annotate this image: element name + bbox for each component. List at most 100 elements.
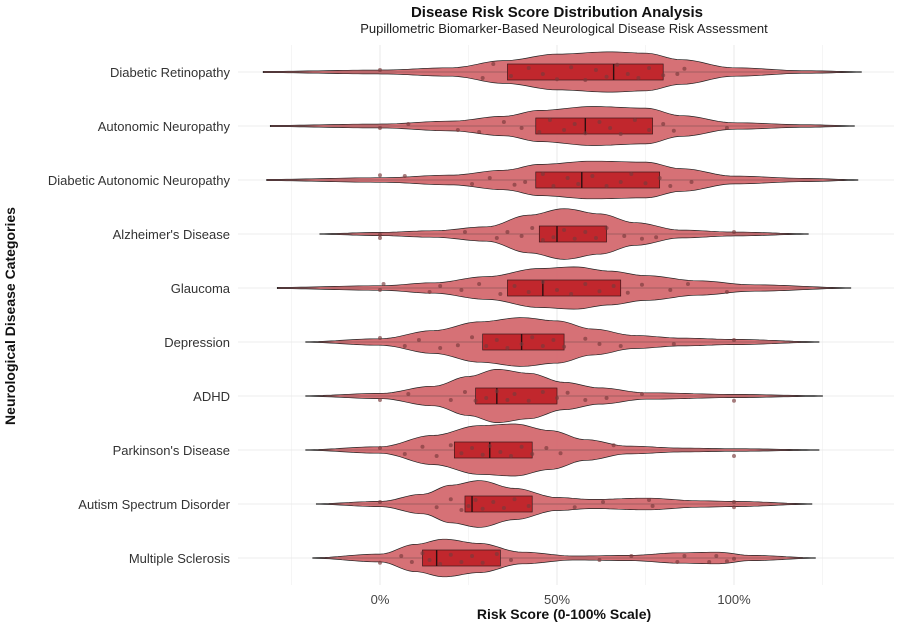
x-axis-title: Risk Score (0-100% Scale)	[477, 606, 651, 622]
data-point	[434, 505, 439, 510]
data-point	[593, 236, 598, 240]
data-point	[622, 234, 627, 238]
data-point	[724, 126, 729, 130]
data-point	[675, 560, 680, 564]
data-point	[540, 172, 545, 176]
data-point	[378, 336, 382, 340]
data-point	[406, 392, 411, 396]
violin-group	[312, 538, 816, 578]
data-point	[551, 338, 556, 342]
data-point	[558, 451, 563, 456]
data-point	[448, 497, 453, 502]
data-point	[671, 342, 676, 346]
data-point	[378, 236, 382, 240]
data-point	[604, 226, 609, 230]
data-point	[540, 280, 545, 284]
data-point	[540, 344, 545, 348]
data-point	[618, 344, 623, 348]
data-point	[519, 444, 524, 449]
violin-group	[319, 208, 809, 260]
data-point	[583, 398, 588, 402]
data-point	[562, 344, 567, 349]
category-label: Alzheimer's Disease	[113, 227, 230, 242]
data-point	[378, 173, 382, 178]
data-point	[409, 560, 414, 564]
violin-group	[266, 160, 859, 200]
data-point	[661, 73, 666, 78]
data-point	[583, 282, 588, 286]
box-iqr	[482, 333, 565, 351]
data-point	[583, 230, 588, 234]
data-point	[732, 398, 736, 403]
data-point	[611, 284, 616, 288]
data-point	[530, 452, 535, 456]
data-point	[724, 290, 729, 294]
data-point	[707, 560, 712, 564]
data-point	[434, 454, 439, 458]
data-point	[615, 62, 620, 67]
data-point	[448, 398, 453, 402]
data-point	[455, 128, 460, 132]
data-point	[494, 236, 499, 240]
data-point	[494, 338, 499, 342]
data-point	[604, 74, 609, 79]
data-point	[484, 396, 489, 400]
data-point	[427, 290, 432, 294]
x-tick-label: 50%	[544, 592, 570, 607]
data-point	[470, 446, 475, 450]
data-point	[477, 282, 482, 286]
data-point	[555, 288, 559, 292]
data-point	[583, 336, 588, 341]
data-point	[402, 344, 407, 348]
data-point	[526, 290, 531, 294]
data-point	[505, 230, 510, 234]
violins	[262, 51, 862, 578]
data-point	[470, 182, 475, 186]
data-point	[608, 126, 613, 130]
data-point	[519, 126, 524, 130]
data-point	[639, 392, 644, 396]
data-point	[540, 390, 545, 394]
data-point	[473, 498, 478, 502]
data-point	[732, 454, 736, 458]
data-point	[526, 398, 531, 403]
data-point	[420, 444, 425, 449]
data-point	[477, 130, 482, 134]
data-point	[551, 184, 556, 188]
data-point	[537, 130, 542, 134]
box-iqr	[453, 441, 533, 459]
data-point	[494, 389, 499, 394]
data-point	[601, 500, 606, 504]
x-tick-label: 100%	[717, 592, 751, 607]
data-point	[519, 342, 524, 346]
data-point	[547, 118, 552, 122]
data-point	[650, 504, 655, 508]
data-point	[657, 176, 662, 180]
data-point	[618, 180, 623, 184]
data-point	[597, 558, 602, 562]
data-point	[597, 120, 602, 124]
data-point	[470, 554, 475, 558]
data-point	[438, 284, 443, 288]
data-point	[508, 74, 513, 78]
data-point	[462, 230, 467, 234]
data-point	[512, 284, 517, 288]
data-point	[611, 443, 616, 448]
data-point	[583, 78, 588, 82]
y-axis-title: Neurological Disease Categories	[2, 207, 18, 425]
data-point	[551, 235, 556, 240]
data-point	[732, 505, 736, 510]
data-point	[512, 182, 517, 187]
data-point	[668, 184, 673, 188]
x-axis-ticks: 0% 50% 100%	[371, 592, 751, 607]
data-point	[378, 446, 382, 450]
data-point	[572, 236, 577, 241]
data-point	[629, 172, 634, 176]
y-axis-categories: Diabetic Retinopathy Autonomic Neuropathy…	[48, 65, 231, 566]
data-point	[480, 560, 485, 565]
data-point	[378, 500, 382, 504]
data-point	[473, 398, 478, 403]
data-point	[480, 452, 485, 457]
data-point	[448, 443, 453, 448]
data-point	[636, 76, 641, 80]
